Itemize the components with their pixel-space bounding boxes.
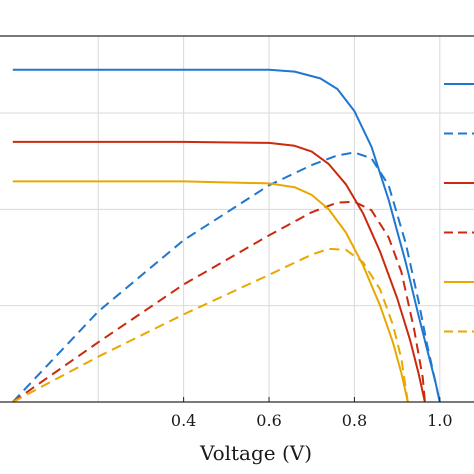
x-tick-label: 0.8	[342, 411, 367, 430]
x-tick-label: 0.6	[256, 411, 281, 430]
series-line-5	[12, 180, 409, 403]
plot-frame	[0, 35, 474, 403]
x-tick-label: 1.0	[427, 411, 452, 430]
x-tick-labels: 0.4 0.6 0.8 1.0	[171, 397, 453, 430]
x-axis-label: Voltage (V)	[199, 441, 312, 465]
series-line-3	[12, 140, 426, 403]
legend	[444, 83, 474, 333]
series-line-6	[12, 247, 409, 403]
series-line-4	[12, 200, 426, 403]
series-line-2	[12, 151, 441, 403]
x-tick-label: 0.4	[171, 411, 196, 430]
series-line-1	[12, 68, 441, 403]
grid	[0, 36, 474, 402]
plot-lines	[12, 68, 441, 403]
